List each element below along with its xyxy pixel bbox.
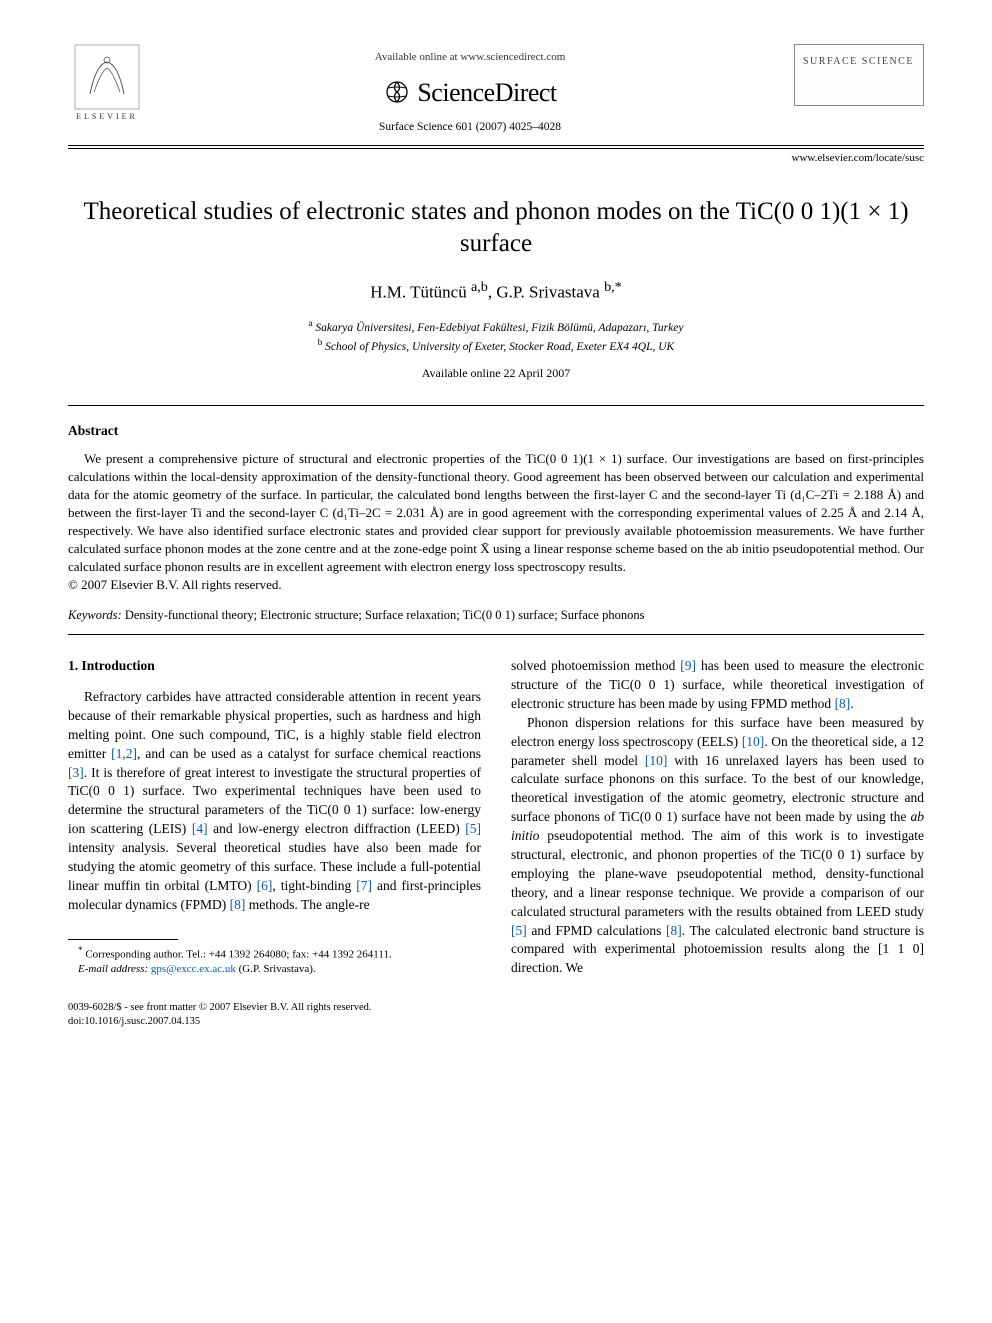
ref-link-4[interactable]: [4] — [192, 821, 208, 836]
ref-link-9[interactable]: [9] — [680, 658, 696, 673]
footer-block: 0039-6028/$ - see front matter © 2007 El… — [68, 1001, 481, 1029]
journal-cover-box: SURFACE SCIENCE — [794, 44, 924, 106]
intro-para-1: Refractory carbides have attracted consi… — [68, 688, 481, 915]
abstract-body: We present a comprehensive picture of st… — [68, 450, 924, 576]
keywords-label: Keywords: — [68, 608, 122, 622]
sciencedirect-text: ScienceDirect — [417, 75, 556, 110]
author-2: G.P. Srivastava — [496, 283, 604, 302]
page-header: ELSEVIER Available online at www.science… — [68, 44, 924, 139]
journal-box-label: SURFACE SCIENCE — [803, 55, 915, 69]
ref-link-1-2[interactable]: [1,2] — [111, 746, 137, 761]
sciencedirect-icon — [383, 78, 411, 106]
locate-url: www.elsevier.com/locate/susc — [68, 151, 924, 166]
column-right: solved photoemission method [9] has been… — [511, 657, 924, 1029]
authors: H.M. Tütüncü a,b, G.P. Srivastava b,* — [68, 278, 924, 305]
elsevier-label: ELSEVIER — [68, 112, 146, 123]
ref-link-5b[interactable]: [5] — [511, 923, 527, 938]
header-rule-2 — [68, 148, 924, 149]
intro-para-1-cont: solved photoemission method [9] has been… — [511, 657, 924, 714]
available-online-text: Available online at www.sciencedirect.co… — [146, 50, 794, 65]
ref-link-8b[interactable]: [8] — [835, 696, 851, 711]
elsevier-logo: ELSEVIER — [68, 44, 146, 123]
author-2-aff: b,* — [604, 279, 622, 295]
citation-line: Surface Science 601 (2007) 4025–4028 — [146, 120, 794, 136]
sciencedirect-logo: ScienceDirect — [146, 75, 794, 110]
section-1-heading: 1. Introduction — [68, 657, 481, 676]
abstract-copyright: © 2007 Elsevier B.V. All rights reserved… — [68, 576, 924, 594]
header-rule-1 — [68, 145, 924, 146]
email-label: E-mail address: — [78, 963, 148, 975]
abstract-heading: Abstract — [68, 422, 924, 440]
column-left: 1. Introduction Refractory carbides have… — [68, 657, 481, 1029]
author-1-aff: a,b — [471, 279, 488, 295]
email-link[interactable]: gps@excc.ex.ac.uk — [151, 963, 236, 975]
affiliation-b: School of Physics, University of Exeter,… — [325, 341, 674, 353]
ref-link-7[interactable]: [7] — [356, 878, 372, 893]
ref-link-6[interactable]: [6] — [257, 878, 273, 893]
ref-link-10a[interactable]: [10] — [742, 734, 765, 749]
ref-link-3[interactable]: [3] — [68, 765, 84, 780]
footnote-rule — [68, 939, 178, 940]
abstract-top-rule — [68, 405, 924, 406]
corresponding-author-footnote: * Corresponding author. Tel.: +44 1392 2… — [68, 944, 481, 963]
available-date: Available online 22 April 2007 — [68, 365, 924, 381]
affiliation-a: Sakarya Üniversitesi, Fen-Edebiyat Fakül… — [315, 322, 683, 334]
header-center: Available online at www.sciencedirect.co… — [146, 44, 794, 139]
intro-para-2: Phonon dispersion relations for this sur… — [511, 714, 924, 978]
article-title: Theoretical studies of electronic states… — [68, 196, 924, 260]
footer-doi: doi:10.1016/j.susc.2007.04.135 — [68, 1015, 481, 1029]
keywords-text: Density-functional theory; Electronic st… — [125, 608, 645, 622]
abstract-text: We present a comprehensive picture of st… — [68, 451, 924, 574]
affiliations: a Sakarya Üniversitesi, Fen-Edebiyat Fak… — [68, 317, 924, 355]
footer-front-matter: 0039-6028/$ - see front matter © 2007 El… — [68, 1001, 481, 1015]
author-1: H.M. Tütüncü — [370, 283, 471, 302]
abstract-bottom-rule — [68, 634, 924, 635]
ref-link-10b[interactable]: [10] — [645, 753, 668, 768]
ref-link-8c[interactable]: [8] — [666, 923, 682, 938]
email-paren: (G.P. Srivastava). — [239, 963, 316, 975]
ref-link-8a[interactable]: [8] — [230, 897, 246, 912]
ref-link-5[interactable]: [5] — [465, 821, 481, 836]
body-columns: 1. Introduction Refractory carbides have… — [68, 657, 924, 1029]
footnote-corr: Corresponding author. Tel.: +44 1392 264… — [85, 948, 391, 960]
email-footnote: E-mail address: gps@excc.ex.ac.uk (G.P. … — [68, 962, 481, 977]
keywords-line: Keywords: Density-functional theory; Ele… — [68, 607, 924, 624]
